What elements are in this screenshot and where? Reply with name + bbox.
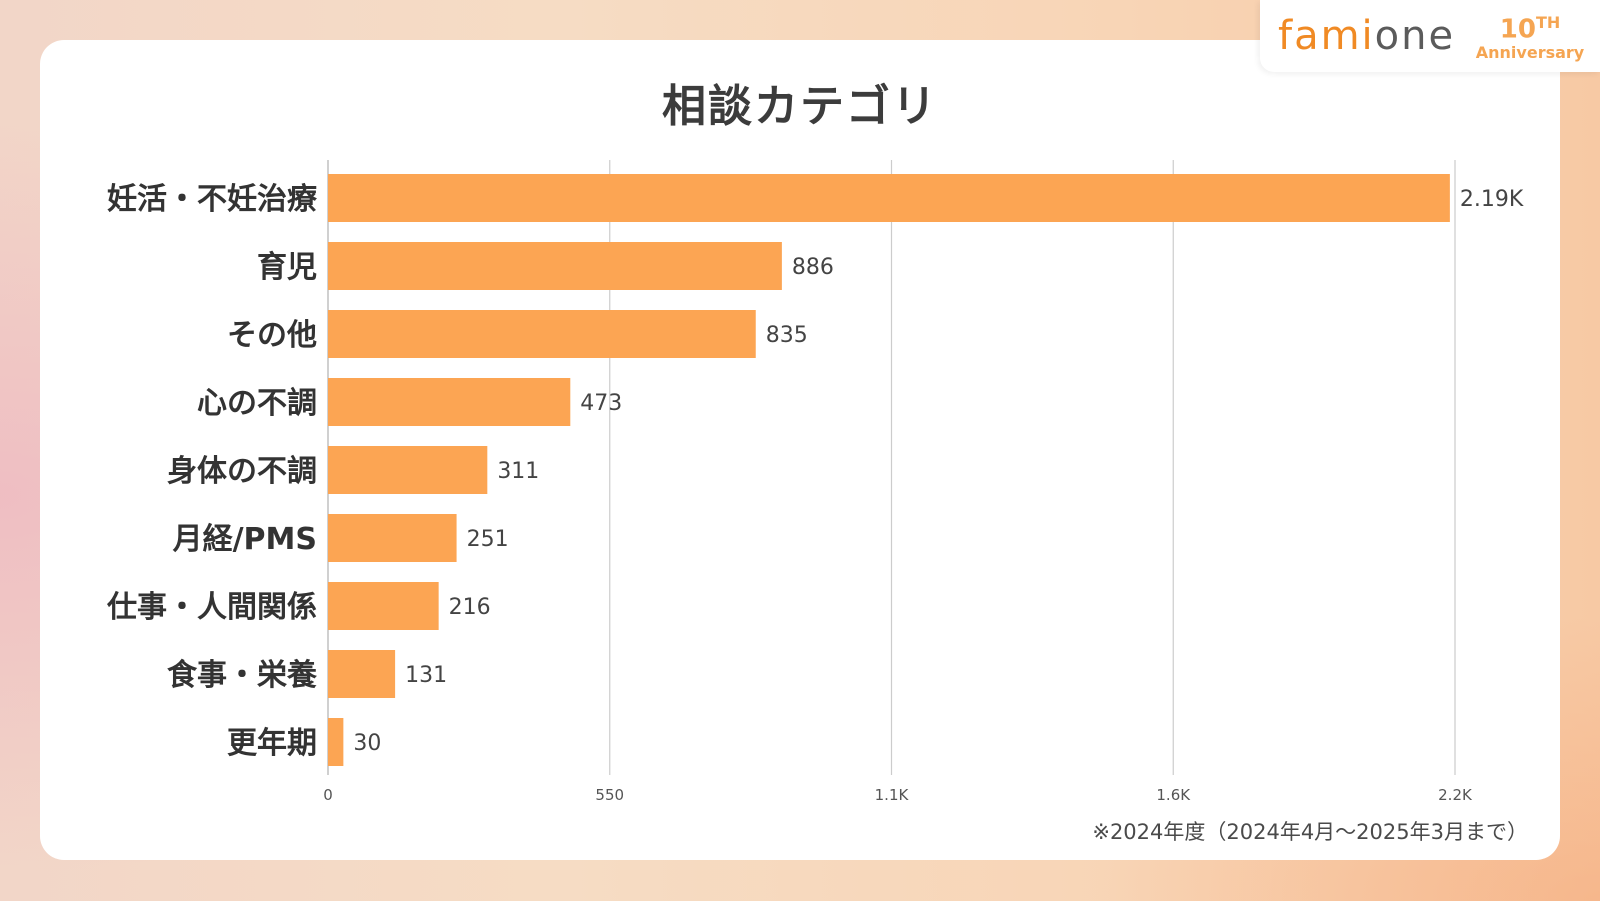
- category-label: 仕事・人間関係: [106, 590, 317, 625]
- bar: [328, 174, 1450, 222]
- bar: [328, 514, 457, 562]
- footnote: ※2024年度（2024年4月～2025年3月まで）: [1092, 820, 1528, 844]
- category-label: 育児: [257, 250, 317, 285]
- x-tick-label: 0: [323, 786, 333, 804]
- category-label: 食事・栄養: [167, 658, 317, 693]
- bar: [328, 310, 756, 358]
- value-label: 835: [766, 323, 808, 348]
- famione-logo: famione: [1278, 8, 1455, 64]
- bar: [328, 650, 396, 698]
- value-label: 131: [405, 663, 447, 688]
- value-label: 886: [792, 255, 834, 280]
- category-label: 月経/PMS: [173, 522, 317, 557]
- logo-fami: fami: [1278, 13, 1375, 59]
- category-label: 更年期: [227, 726, 317, 761]
- x-tick-label: 1.1K: [875, 786, 910, 804]
- value-label: 311: [497, 459, 539, 484]
- value-label: 2.19K: [1460, 187, 1524, 212]
- x-tick-label: 550: [595, 786, 624, 804]
- category-label: 心の不調: [197, 386, 317, 421]
- x-tick-label: 1.6K: [1156, 786, 1191, 804]
- bar: [328, 378, 571, 426]
- category-label: 身体の不調: [167, 454, 317, 489]
- chart-title: 相談カテゴリ: [662, 81, 938, 132]
- value-label: 251: [467, 527, 509, 552]
- category-label: その他: [227, 318, 317, 353]
- bar: [328, 718, 344, 766]
- value-label: 473: [580, 391, 622, 416]
- bar: [328, 582, 439, 630]
- value-label: 216: [449, 595, 491, 620]
- anniversary-number: 10: [1499, 14, 1536, 45]
- logo-tab: famione 10TH Anniversary: [1260, 0, 1600, 72]
- category-label: 妊活・不妊治療: [107, 182, 317, 217]
- x-tick-label: 2.2K: [1438, 786, 1473, 804]
- anniversary-badge: 10TH Anniversary: [1474, 10, 1586, 63]
- bar: [328, 446, 488, 494]
- anniversary-word: Anniversary: [1475, 42, 1585, 62]
- value-label: 30: [353, 731, 381, 756]
- bar: [328, 242, 782, 290]
- anniversary-suffix: TH: [1535, 13, 1561, 32]
- logo-one: one: [1374, 13, 1456, 59]
